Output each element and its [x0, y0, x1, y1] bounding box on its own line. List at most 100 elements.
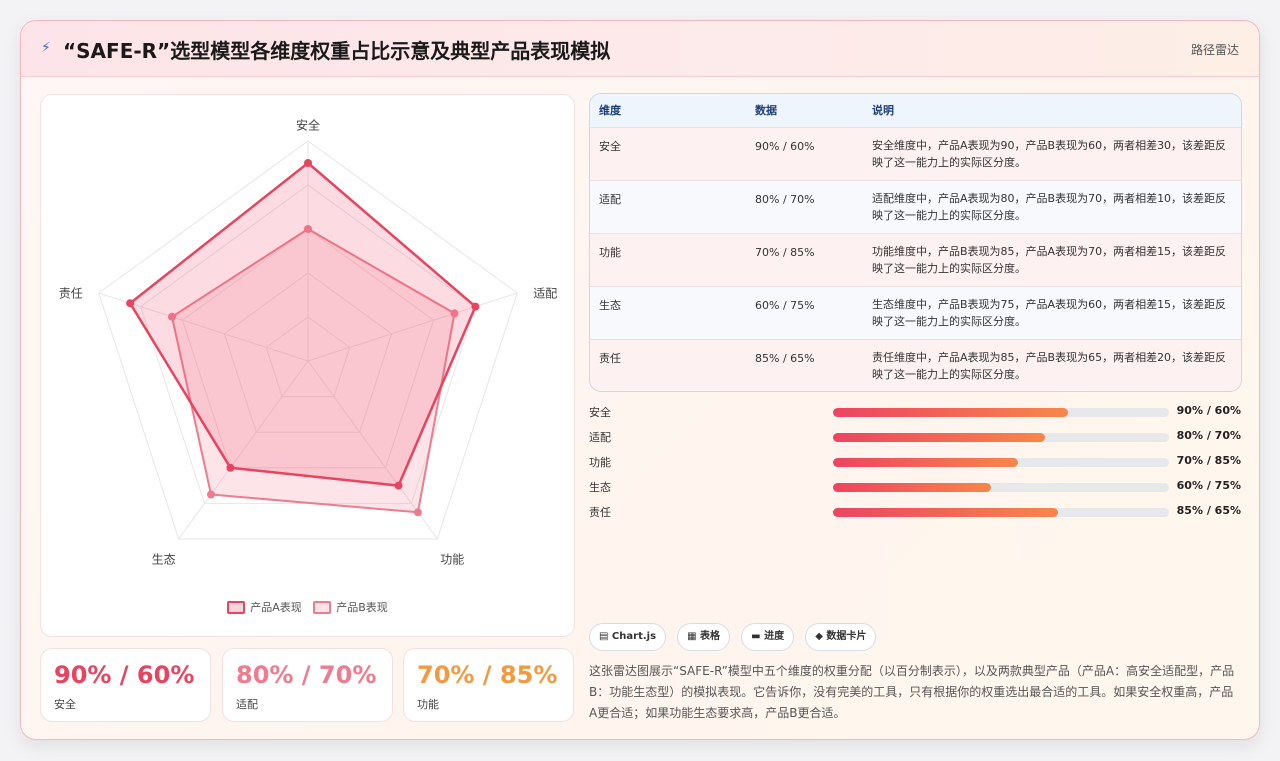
progress-row-responsibility: 责任 85% / 65%	[589, 503, 1241, 528]
main-card: ⚡ “SAFE-R”选型模型各维度权重占比示意及典型产品表现模拟 路径雷达 安全…	[20, 20, 1260, 740]
radar-point-b	[167, 312, 176, 321]
radar-point-b	[413, 508, 422, 517]
progress-label: 责任	[589, 506, 611, 519]
table-header-row: 维度 数据 说明	[590, 94, 1241, 127]
radar-point-a	[394, 481, 403, 490]
progress-value: 70% / 85%	[1176, 454, 1241, 467]
stat-label: 功能	[417, 698, 439, 711]
stat-value: 80% / 70%	[236, 661, 377, 689]
progress-label: 安全	[589, 406, 611, 419]
header-data: 数据	[755, 104, 777, 118]
progress-track	[833, 433, 1169, 442]
cell-data: 60% / 75%	[755, 298, 815, 312]
progress-label: 适配	[589, 431, 611, 444]
radar-axis-label: 生态	[152, 552, 176, 566]
chip-chartjs[interactable]: ▤ Chart.js	[589, 623, 667, 651]
cell-data: 90% / 60%	[755, 139, 815, 153]
header: ⚡ “SAFE-R”选型模型各维度权重占比示意及典型产品表现模拟 路径雷达	[21, 21, 1259, 77]
tech-chips: ▤ Chart.js ▦ 表格 ▬ 进度 ◆ 数据卡片	[589, 623, 882, 651]
progress-row-function: 功能 70% / 85%	[589, 453, 1241, 478]
progress-label: 生态	[589, 481, 611, 494]
progress-row-ecosystem: 生态 60% / 75%	[589, 478, 1241, 503]
legend-swatch-b	[313, 600, 332, 614]
radar-spoke	[178, 360, 309, 540]
page-title: “SAFE-R”选型模型各维度权重占比示意及典型产品表现模拟	[63, 39, 611, 63]
radar-point-b	[207, 490, 216, 499]
progress-fill	[833, 458, 1018, 467]
cell-data: 70% / 85%	[755, 245, 815, 259]
cell-note: 安全维度中，产品A表现为90，产品B表现为60，两者相差30，该差距反映了这一能…	[872, 138, 1227, 169]
radar-axis-label: 功能	[440, 552, 464, 566]
table-row: 安全 90% / 60% 安全维度中，产品A表现为90，产品B表现为60，两者相…	[590, 127, 1241, 180]
data-table: 维度 数据 说明 安全 90% / 60% 安全维度中，产品A表现为90，产品B…	[589, 93, 1242, 392]
table-row: 生态 60% / 75% 生态维度中，产品B表现为75，产品A表现为60，两者相…	[590, 286, 1241, 339]
cell-dimension: 生态	[599, 298, 621, 312]
progress-label: 功能	[589, 456, 611, 469]
progress-fill	[833, 408, 1069, 417]
progress-fill	[833, 508, 1059, 517]
progress-value: 60% / 75%	[1176, 479, 1241, 492]
radar-point-b	[304, 225, 312, 233]
chip-data-cards[interactable]: ◆ 数据卡片	[805, 623, 877, 651]
cell-dimension: 责任	[599, 351, 621, 365]
cell-note: 生态维度中，产品B表现为75，产品A表现为60，两者相差15，该差距反映了这一能…	[872, 297, 1227, 328]
legend-item-product-b[interactable]: 产品B表现	[313, 599, 388, 615]
legend-item-product-a[interactable]: 产品A表现	[227, 599, 302, 615]
progress-track	[833, 508, 1169, 517]
progress-track	[833, 483, 1169, 492]
progress-value: 90% / 60%	[1176, 404, 1241, 417]
header-tag: 路径雷达	[1190, 43, 1239, 57]
stat-value: 70% / 85%	[417, 661, 558, 689]
radar-point-a	[304, 159, 312, 167]
chart-legend: 产品A表现 产品B表现	[41, 599, 574, 617]
stat-card-adaptation: 80% / 70% 适配	[222, 648, 393, 722]
chip-progress[interactable]: ▬ 进度	[741, 623, 795, 651]
radar-chart-panel: 安全适配功能 生态 责任 产品A表现 产品B表现	[40, 94, 575, 637]
radar-point-a	[471, 302, 480, 311]
radar-axis-label: 适配	[533, 287, 557, 301]
description: 这张雷达图展示“SAFE-R”模型中五个维度的权重分配（以百分制表示），以及两款…	[589, 664, 1235, 720]
stat-value: 90% / 60%	[54, 661, 195, 689]
progress-track	[833, 458, 1169, 467]
progress-fill	[833, 433, 1045, 442]
progress-fill	[833, 483, 991, 492]
radar-grid-ring	[98, 140, 518, 540]
progress-track	[833, 408, 1169, 417]
cell-note: 适配维度中，产品A表现为80，产品B表现为70，两者相差10，该差距反映了这一能…	[872, 191, 1227, 222]
stat-cards: 90% / 60% 安全 80% / 70% 适配 70% / 85% 功能	[40, 648, 575, 722]
radar-point-a	[126, 299, 135, 308]
header-dimension: 维度	[599, 104, 621, 118]
radar-axis-label: 安全	[296, 118, 320, 133]
progress-value: 85% / 65%	[1176, 504, 1241, 517]
progress-row-safety: 安全 90% / 60%	[589, 403, 1241, 428]
cell-note: 责任维度中，产品A表现为85，产品B表现为65，两者相差20，该差距反映了这一能…	[872, 350, 1227, 381]
cell-data: 80% / 70%	[755, 192, 815, 206]
cell-data: 85% / 65%	[755, 351, 815, 365]
lightning-icon: ⚡	[41, 40, 51, 56]
progress-bars: 安全 90% / 60% 适配 80% / 70% 功能 70% / 85% 生…	[589, 403, 1241, 528]
stat-label: 安全	[54, 698, 76, 711]
radar-spoke	[307, 292, 518, 362]
legend-label-a: 产品A表现	[250, 601, 302, 614]
table-row: 功能 70% / 85% 功能维度中，产品B表现为85，产品A表现为70，两者相…	[590, 233, 1241, 286]
radar-point-a	[226, 463, 235, 472]
radar-grid-ring	[265, 316, 351, 398]
header-note: 说明	[872, 104, 894, 118]
radar-point-b	[450, 309, 459, 318]
radar-axis-label: 责任	[59, 287, 83, 301]
cell-dimension: 安全	[599, 139, 621, 153]
progress-row-adaptation: 适配 80% / 70%	[589, 428, 1241, 453]
stat-label: 适配	[236, 698, 258, 711]
chip-table[interactable]: ▦ 表格	[677, 623, 731, 651]
legend-label-b: 产品B表现	[336, 601, 388, 614]
radar-grid-ring	[181, 228, 435, 469]
radar-series-b	[170, 228, 456, 514]
radar-series-a	[128, 161, 477, 487]
stat-card-function: 70% / 85% 功能	[403, 648, 574, 722]
table-row: 适配 80% / 70% 适配维度中，产品A表现为80，产品B表现为70，两者相…	[590, 180, 1241, 233]
cell-dimension: 功能	[599, 245, 621, 259]
progress-value: 80% / 70%	[1176, 429, 1241, 442]
stat-card-safety: 90% / 60% 安全	[40, 648, 211, 722]
radar-grid-ring	[223, 272, 393, 433]
